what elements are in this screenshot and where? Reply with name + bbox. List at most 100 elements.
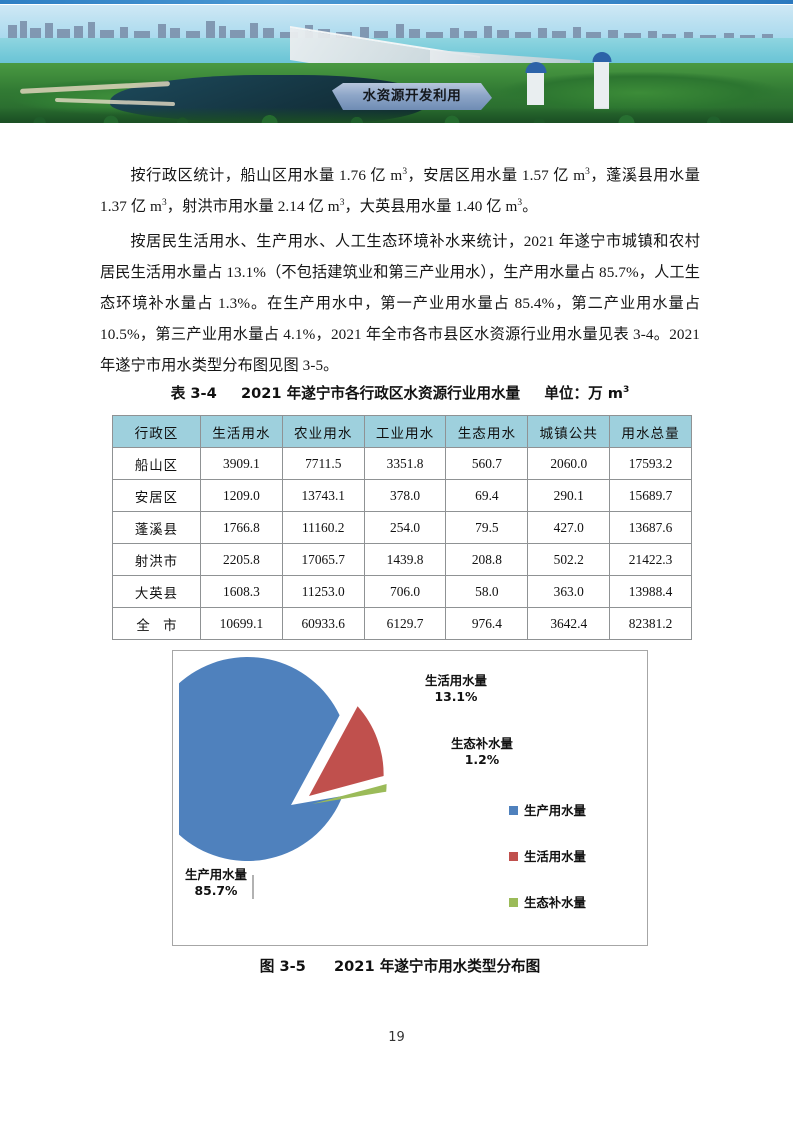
pie-label-domestic: 生活用水量 13.1% bbox=[425, 673, 487, 705]
table-cell: 378.0 bbox=[363, 479, 447, 512]
paragraph-administrative-usage: 按行政区统计，船山区用水量 1.76 亿 m3，安居区用水量 1.57 亿 m3… bbox=[100, 166, 701, 215]
table-caption-title: 2021 年遂宁市各行政区水资源行业用水量 bbox=[240, 385, 521, 402]
page-number: 19 bbox=[388, 1030, 405, 1045]
pie-chart-svg bbox=[179, 657, 387, 899]
pie-label-production: 生产用水量 85.7% bbox=[185, 867, 247, 899]
legend-label-ecological: 生态补水量 bbox=[524, 895, 586, 910]
figure-caption-title: 2021 年遂宁市用水类型分布图 bbox=[334, 958, 541, 975]
legend-swatch-green-icon bbox=[509, 897, 518, 907]
figure-caption-label: 图 3-5 bbox=[259, 958, 306, 975]
pie-label-production-value: 85.7% bbox=[194, 882, 238, 898]
header-top-rule bbox=[0, 0, 793, 4]
table-cell: 3909.1 bbox=[200, 447, 283, 480]
table-cell: 254.0 bbox=[363, 511, 447, 544]
table-col-header: 用水总量 bbox=[609, 415, 692, 448]
table-cell: 1608.3 bbox=[200, 575, 283, 608]
table-row: 射洪市 2205.8 17065.7 1439.8 208.8 502.2 21… bbox=[112, 543, 692, 576]
legend-label-production: 生产用水量 bbox=[524, 803, 586, 818]
page-header-banner: 水资源开发利用 bbox=[0, 0, 793, 131]
table-cell: 208.8 bbox=[445, 543, 529, 576]
table-caption-unit: 单位：万 m3 bbox=[544, 385, 630, 402]
table-cell: 502.2 bbox=[527, 543, 611, 576]
table-header-row: 行政区 生活用水 农业用水 工业用水 生态用水 城镇公共 用水总量 bbox=[112, 415, 692, 448]
table-cell: 560.7 bbox=[445, 447, 529, 480]
pie-label-ecological-value: 1.2% bbox=[464, 751, 500, 767]
water-usage-table: 行政区 生活用水 农业用水 工业用水 生态用水 城镇公共 用水总量 船山区 39… bbox=[112, 415, 692, 640]
table-cell-region: 全 市 bbox=[112, 607, 201, 640]
table-cell-region: 船山区 bbox=[112, 447, 201, 480]
section-banner-tag: 水资源开发利用 bbox=[332, 83, 492, 110]
table-col-header: 工业用水 bbox=[363, 415, 447, 448]
table-col-header: 行政区 bbox=[112, 415, 201, 448]
pie-chart-frame: 生活用水量 13.1% 生态补水量 1.2% 生产用水量 85.7% 生产用水量 bbox=[172, 650, 648, 946]
table-cell: 290.1 bbox=[527, 479, 611, 512]
body-content: 按行政区统计，船山区用水量 1.76 亿 m3，安居区用水量 1.57 亿 m3… bbox=[100, 160, 700, 385]
table-cell: 7711.5 bbox=[281, 447, 365, 480]
legend-item-production[interactable]: 生产用水量 bbox=[509, 787, 641, 833]
table-row-total: 全 市 10699.1 60933.6 6129.7 976.4 3642.4 … bbox=[112, 607, 692, 640]
table-cell: 13988.4 bbox=[609, 575, 692, 608]
table-cell: 427.0 bbox=[527, 511, 611, 544]
table-cell: 60933.6 bbox=[281, 607, 365, 640]
table-col-header: 城镇公共 bbox=[527, 415, 611, 448]
table-cell: 1439.8 bbox=[363, 543, 447, 576]
pie-label-domestic-name: 生活用水量 bbox=[425, 673, 487, 688]
tower-dome-icon bbox=[592, 52, 611, 62]
table-cell-region: 大英县 bbox=[112, 575, 201, 608]
table-cell: 15689.7 bbox=[609, 479, 692, 512]
table-row: 蓬溪县 1766.8 11160.2 254.0 79.5 427.0 1368… bbox=[112, 511, 692, 544]
table-col-header: 农业用水 bbox=[281, 415, 365, 448]
table-row: 船山区 3909.1 7711.5 3351.8 560.7 2060.0 17… bbox=[112, 447, 692, 480]
photo-tower-right bbox=[592, 52, 611, 109]
table-cell: 13687.6 bbox=[609, 511, 692, 544]
pie-slice-production bbox=[179, 657, 343, 861]
table-row: 大英县 1608.3 11253.0 706.0 58.0 363.0 1398… bbox=[112, 575, 692, 608]
table-cell: 11160.2 bbox=[281, 511, 365, 544]
paragraph-usage-breakdown: 按居民生活用水、生产用水、人工生态环境补水来统计，2021 年遂宁市城镇和农村居… bbox=[100, 233, 700, 374]
table-cell-region: 射洪市 bbox=[112, 543, 201, 576]
table-cell: 3351.8 bbox=[363, 447, 447, 480]
figure-caption: 图 3-5 2021 年遂宁市用水类型分布图 bbox=[100, 955, 700, 976]
legend-item-ecological[interactable]: 生态补水量 bbox=[509, 879, 641, 925]
table-cell: 2205.8 bbox=[200, 543, 283, 576]
table-cell: 21422.3 bbox=[609, 543, 692, 576]
legend-label-domestic: 生活用水量 bbox=[524, 849, 586, 864]
pie-chart-legend: 生产用水量 生活用水量 生态补水量 bbox=[509, 787, 641, 925]
table-cell: 17593.2 bbox=[609, 447, 692, 480]
table-cell: 1766.8 bbox=[200, 511, 283, 544]
table-cell: 976.4 bbox=[445, 607, 529, 640]
table-cell: 6129.7 bbox=[363, 607, 447, 640]
table-row: 安居区 1209.0 13743.1 378.0 69.4 290.1 1568… bbox=[112, 479, 692, 512]
table-cell-region: 蓬溪县 bbox=[112, 511, 201, 544]
table-cell: 363.0 bbox=[527, 575, 611, 608]
table-cell: 11253.0 bbox=[281, 575, 365, 608]
table-cell: 79.5 bbox=[445, 511, 529, 544]
legend-swatch-blue-icon bbox=[509, 805, 518, 815]
pie-label-domestic-value: 13.1% bbox=[434, 688, 478, 704]
table-col-header: 生活用水 bbox=[200, 415, 283, 448]
table-cell: 1209.0 bbox=[200, 479, 283, 512]
legend-swatch-red-icon bbox=[509, 851, 518, 861]
table-cell: 706.0 bbox=[363, 575, 447, 608]
legend-item-domestic[interactable]: 生活用水量 bbox=[509, 833, 641, 879]
tower-dome-icon bbox=[525, 62, 546, 73]
table-cell: 17065.7 bbox=[281, 543, 365, 576]
table-cell: 13743.1 bbox=[281, 479, 365, 512]
photo-tower-left bbox=[525, 62, 546, 105]
table-caption: 表 3-4 2021 年遂宁市各行政区水资源行业用水量 单位：万 m3 bbox=[100, 382, 700, 403]
table-cell: 58.0 bbox=[445, 575, 529, 608]
table-cell: 69.4 bbox=[445, 479, 529, 512]
pie-label-ecological: 生态补水量 1.2% bbox=[451, 736, 513, 768]
table-cell: 10699.1 bbox=[200, 607, 283, 640]
section-banner-label: 水资源开发利用 bbox=[362, 87, 462, 104]
table-cell-region: 安居区 bbox=[112, 479, 201, 512]
table-col-header: 生态用水 bbox=[445, 415, 529, 448]
table-cell: 82381.2 bbox=[609, 607, 692, 640]
pie-chart-inner: 生活用水量 13.1% 生态补水量 1.2% 生产用水量 85.7% 生产用水量 bbox=[173, 651, 647, 945]
pie-slice-domestic bbox=[309, 706, 384, 796]
pie-label-ecological-name: 生态补水量 bbox=[451, 736, 513, 751]
pie-label-production-name: 生产用水量 bbox=[185, 867, 247, 882]
table-cell: 3642.4 bbox=[527, 607, 611, 640]
table-cell: 2060.0 bbox=[527, 447, 611, 480]
